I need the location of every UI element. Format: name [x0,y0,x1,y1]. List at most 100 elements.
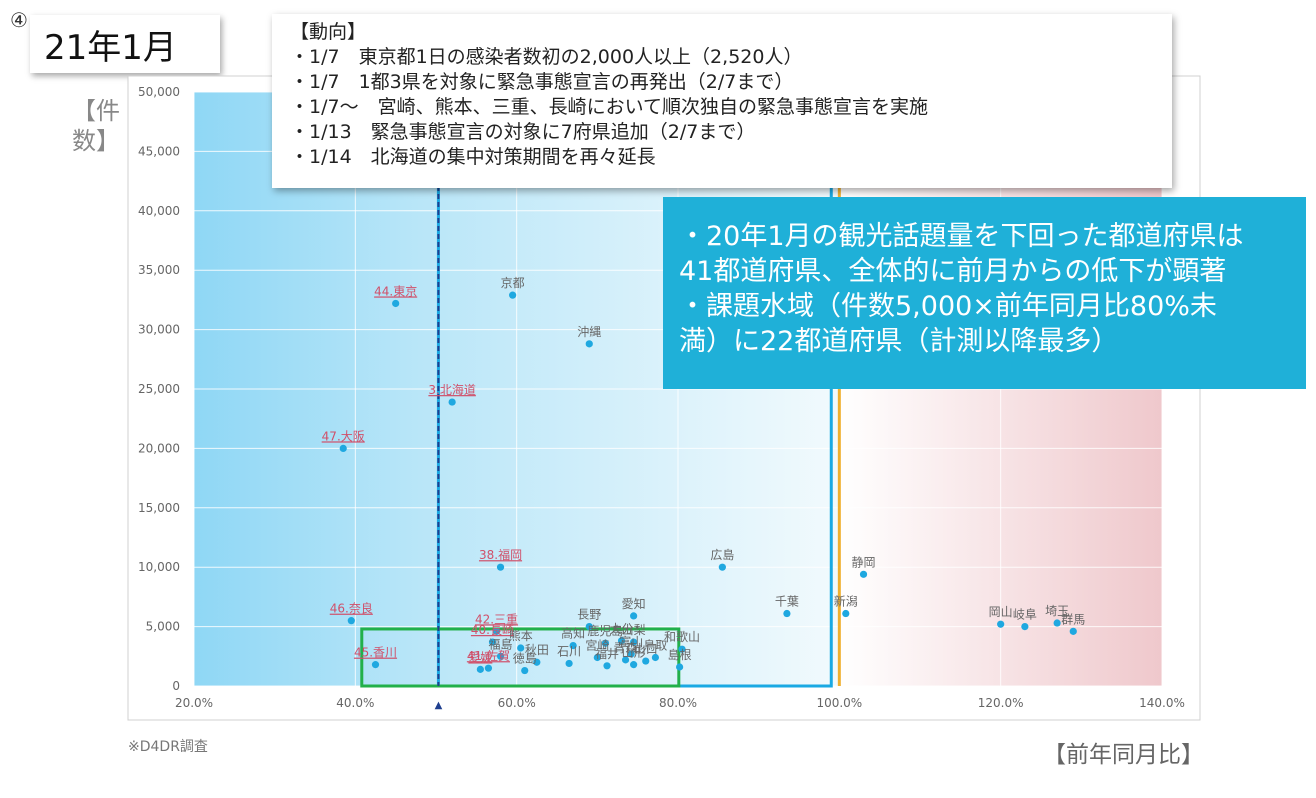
point-label: 千葉 [775,595,799,609]
data-point [601,639,610,647]
data-point [842,609,850,618]
point-label: 44.東京 [374,284,417,298]
y-tick-label: 15,000 [138,501,180,515]
data-point [603,662,611,670]
point-label: 沖縄 [577,324,601,339]
point-label: 40.長崎 [471,623,514,637]
x-tick-label: 140.0% [1139,696,1185,710]
point-label: 41.佐賀 [467,649,510,663]
data-point [783,609,791,618]
data-point [476,665,484,673]
point-label: 鹿児島 [587,623,623,638]
point-label: 山形 [622,646,646,660]
y-tick-label: 0 [172,679,180,693]
point-label: 宮崎 [585,637,609,652]
point-label: 京都 [501,276,525,290]
summary-line: ・20年1月の観光話題量を下回った都道府県は [679,221,1244,252]
data-point [630,661,638,669]
trends-box: 【動向】 ・1/7 東京都1日の感染者数初の2,000人以上（2,520人） ・… [272,14,1172,188]
point-label: 青森 [614,640,638,655]
data-point [1021,623,1029,631]
point-label: 大分 [610,622,634,636]
data-point [585,623,593,631]
trend-item: ・1/7 東京都1日の感染者数初の2,000人以上（2,520人） [290,46,803,68]
point-label: 愛知 [622,597,646,611]
y-tick-label: 40,000 [138,204,180,218]
data-point [533,658,541,666]
point-label: 岡山 [989,605,1013,619]
data-point [617,637,626,645]
data-point [484,664,493,672]
data-point [496,652,505,660]
x-tick-label: 120.0% [978,696,1024,710]
data-point [859,570,868,578]
data-point [678,645,686,653]
data-point [496,563,505,571]
point-label: 福島 [489,636,513,651]
y-tick-label: 20,000 [138,441,180,455]
data-point [718,563,726,571]
point-label: 愛媛 [468,650,492,664]
point-label: 石川 [557,644,581,658]
point-label: 山梨 [622,623,646,637]
point-label: 埼玉 [1045,604,1069,618]
point-label: 和歌山 [664,629,700,644]
data-point [565,659,573,668]
point-label: 鳥取 [643,637,667,652]
y-tick-label: 45,000 [138,144,180,158]
point-label: 広島 [710,547,734,562]
data-point [997,620,1005,628]
point-label: 福井 [595,646,619,661]
trend-item: ・1/7 1都3県を対象に緊急事態宣言の再発出（2/7まで） [290,71,794,93]
y-tick-label: 30,000 [138,323,180,337]
summary-line: 満）に22都道府県（計測以降最多） [679,326,1119,357]
data-point [1069,627,1077,635]
data-point [627,650,635,658]
dashed-line-marker: ▲ [435,700,443,711]
x-axis-unit-label: 【前年同月比】 [1043,742,1204,768]
point-label: 46.奈良 [330,601,373,616]
point-label: 3.北海道 [428,382,475,397]
source-note: ※D4DR調査 [128,739,208,755]
point-label: 熊本 [509,628,533,643]
data-point [642,657,650,665]
summary-line: 41都道府県、全体的に前月からの低下が顕著 [679,256,1227,287]
point-label: 秋田 [525,643,549,657]
point-label: 島根 [668,647,692,662]
y-tick-label: 5,000 [146,620,180,634]
summary-line: ・課題水域（件数5,000×前年同月比80%未 [679,291,1217,322]
slide-number: ④ [10,8,28,32]
point-label: 38.福岡 [479,547,522,562]
point-label: 徳島 [513,651,537,666]
data-point [448,398,456,406]
data-point [392,299,400,308]
x-tick-label: 40.0% [336,696,374,710]
point-label: 富山 [619,634,643,649]
data-point [347,617,355,625]
data-point [517,644,525,652]
data-point [492,627,501,635]
x-tick-label: 100.0% [816,696,862,710]
x-tick-label: 60.0% [498,696,536,710]
y-tick-label: 35,000 [138,263,180,277]
period-title: 21年1月 [30,15,220,73]
point-label: 岐阜 [1013,608,1037,622]
data-point [339,444,347,452]
data-point [371,661,380,669]
data-point [630,612,638,620]
trends-heading: 【動向】 [290,21,367,43]
point-label: 静岡 [852,555,876,569]
point-label: 47.大阪 [322,429,365,443]
data-point [676,663,684,671]
point-label: 新潟 [834,594,858,609]
data-point [569,642,577,650]
data-point [585,340,593,348]
y-tick-label: 50,000 [138,85,180,99]
issue-zone-box [360,627,681,688]
data-point [630,638,638,646]
x-tick-label: 80.0% [659,696,697,710]
y-tick-label: 25,000 [138,382,180,396]
summary-box: ・20年1月の観光話題量を下回った都道府県は 41都道府県、全体的に前月からの低… [663,197,1306,389]
data-point [1053,619,1061,627]
x-tick-label: 20.0% [175,696,213,710]
